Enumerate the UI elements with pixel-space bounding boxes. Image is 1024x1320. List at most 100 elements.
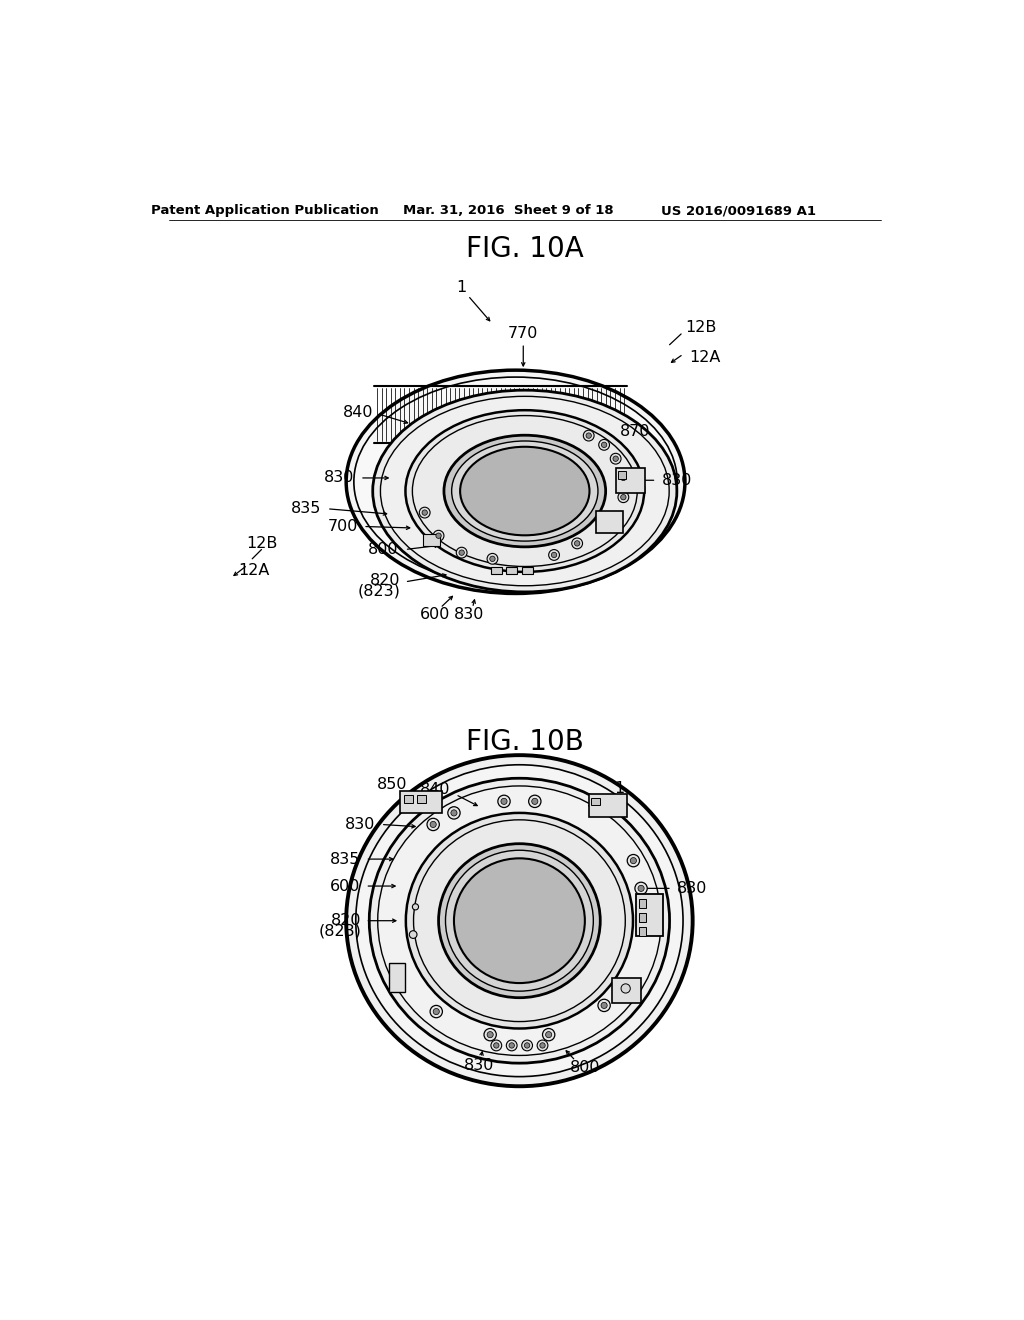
Text: 820: 820 (331, 913, 361, 928)
Circle shape (586, 433, 592, 438)
Circle shape (628, 854, 640, 867)
Circle shape (598, 999, 610, 1011)
Bar (423, 535, 440, 546)
Text: 830: 830 (455, 607, 484, 622)
Text: 830: 830 (662, 473, 692, 488)
Text: FIG. 10A: FIG. 10A (466, 235, 584, 263)
Circle shape (613, 455, 618, 462)
Text: Mar. 31, 2016  Sheet 9 of 18: Mar. 31, 2016 Sheet 9 of 18 (402, 205, 613, 218)
Circle shape (447, 807, 460, 818)
Text: 830: 830 (464, 1057, 495, 1073)
Ellipse shape (355, 764, 683, 1077)
Ellipse shape (414, 820, 626, 1022)
Text: 820: 820 (370, 573, 400, 587)
Circle shape (549, 549, 559, 561)
Circle shape (571, 539, 583, 549)
Ellipse shape (406, 411, 644, 572)
Circle shape (610, 453, 621, 465)
Ellipse shape (445, 850, 593, 991)
Ellipse shape (354, 378, 677, 586)
Circle shape (543, 1028, 555, 1040)
Text: 840: 840 (343, 405, 373, 420)
Circle shape (621, 495, 626, 500)
Ellipse shape (454, 858, 585, 983)
Circle shape (601, 442, 607, 447)
Ellipse shape (460, 446, 590, 536)
Text: 830: 830 (345, 817, 376, 832)
Text: 12B: 12B (685, 321, 717, 335)
Circle shape (422, 510, 427, 515)
Text: US 2016/0091689 A1: US 2016/0091689 A1 (662, 205, 816, 218)
Circle shape (631, 858, 637, 863)
Circle shape (540, 1043, 545, 1048)
Bar (617, 471, 626, 479)
Bar (400, 792, 442, 813)
Circle shape (501, 799, 507, 804)
Text: 1: 1 (614, 780, 625, 796)
Circle shape (490, 1040, 502, 1051)
Text: 800: 800 (368, 543, 398, 557)
Bar (639, 913, 646, 923)
Text: (823): (823) (318, 924, 361, 939)
Ellipse shape (444, 436, 605, 546)
Ellipse shape (378, 785, 662, 1056)
Circle shape (524, 1043, 529, 1048)
Bar (615, 469, 645, 492)
Circle shape (601, 1002, 607, 1008)
Circle shape (494, 1043, 499, 1048)
Text: 600: 600 (330, 879, 360, 894)
Circle shape (430, 821, 436, 828)
Ellipse shape (406, 813, 633, 1028)
Bar (637, 894, 664, 936)
Bar (589, 793, 628, 817)
Text: 12A: 12A (238, 562, 269, 578)
Circle shape (451, 809, 457, 816)
Bar (490, 566, 502, 574)
Text: 835: 835 (330, 851, 360, 867)
Circle shape (484, 1028, 497, 1040)
Text: 840: 840 (420, 783, 451, 797)
Bar (521, 566, 532, 574)
Circle shape (617, 492, 629, 503)
Circle shape (621, 983, 631, 993)
Bar (591, 797, 600, 805)
Bar (417, 795, 426, 803)
Circle shape (584, 430, 594, 441)
Text: 12A: 12A (689, 350, 720, 364)
Bar (388, 964, 406, 993)
Circle shape (546, 1032, 552, 1038)
Circle shape (430, 1006, 442, 1018)
Text: 12B: 12B (246, 536, 278, 550)
Circle shape (531, 799, 538, 804)
Circle shape (413, 904, 419, 909)
Circle shape (487, 1032, 494, 1038)
Text: 600: 600 (420, 607, 450, 622)
Circle shape (574, 541, 580, 546)
Ellipse shape (452, 441, 598, 541)
Circle shape (433, 531, 444, 541)
Ellipse shape (373, 391, 677, 591)
Circle shape (489, 556, 496, 561)
Text: 870: 870 (620, 424, 650, 440)
Text: 770: 770 (508, 326, 539, 342)
Circle shape (487, 553, 498, 564)
Text: Patent Application Publication: Patent Application Publication (152, 205, 379, 218)
Circle shape (427, 818, 439, 830)
Bar (403, 795, 413, 803)
Bar (639, 927, 646, 936)
Text: (823): (823) (357, 583, 400, 599)
Ellipse shape (370, 779, 670, 1063)
Circle shape (551, 552, 557, 557)
Circle shape (521, 1040, 532, 1051)
Circle shape (528, 795, 541, 808)
Bar (596, 511, 624, 532)
Circle shape (635, 882, 647, 895)
Circle shape (509, 1043, 514, 1048)
Circle shape (638, 886, 644, 891)
Circle shape (599, 440, 609, 450)
Circle shape (506, 1040, 517, 1051)
Circle shape (433, 1008, 439, 1015)
Circle shape (498, 795, 510, 808)
Ellipse shape (346, 370, 685, 594)
Circle shape (410, 931, 417, 939)
